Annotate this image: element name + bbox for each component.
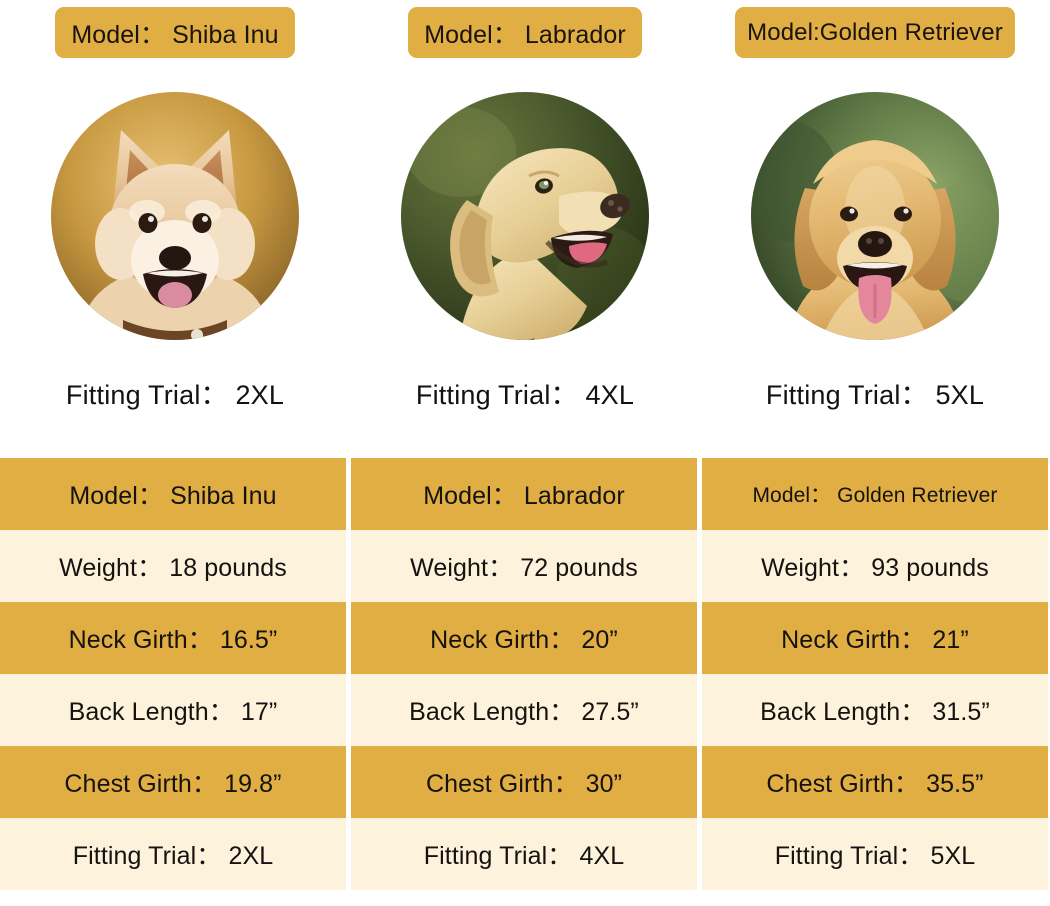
model-badge-row: Model： Shiba Inu Model： Labrador Model:G… [0, 0, 1050, 96]
photo-cell-golden-retriever [700, 92, 1050, 354]
photo-cell-labrador [350, 92, 700, 354]
spec-row-neck-girth: Neck Girth： 16.5” [0, 602, 346, 674]
shiba-inu-photo [51, 92, 299, 340]
spec-row-neck-girth: Neck Girth： 21” [702, 602, 1048, 674]
spec-row-model: Model： Golden Retriever [702, 458, 1048, 530]
spec-tables: Model： Shiba Inu Weight： 18 pounds Neck … [0, 458, 1050, 892]
model-badge-cell-3: Model:Golden Retriever [700, 0, 1050, 96]
spec-row-weight: Weight： 18 pounds [0, 530, 346, 602]
fitting-trial-caption-golden-retriever: Fitting Trial： 5XL [765, 379, 985, 410]
spec-row-model: Model： Shiba Inu [0, 458, 346, 530]
spec-row-weight: Weight： 72 pounds [351, 530, 697, 602]
fitting-trial-caption-shiba-inu: Fitting Trial： 2XL [65, 379, 285, 410]
model-badge-labrador: Model： Labrador [408, 7, 642, 58]
labrador-photo [401, 92, 649, 340]
spec-row-back-length: Back Length： 17” [0, 674, 346, 746]
spec-row-model: Model： Labrador [351, 458, 697, 530]
model-badge-golden-retriever: Model:Golden Retriever [735, 7, 1015, 58]
model-badge-shiba-inu: Model： Shiba Inu [55, 7, 295, 58]
spec-row-weight: Weight： 93 pounds [702, 530, 1048, 602]
spec-table-shiba-inu: Model： Shiba Inu Weight： 18 pounds Neck … [0, 458, 346, 892]
spec-row-back-length: Back Length： 27.5” [351, 674, 697, 746]
dog-photo-row [0, 92, 1050, 354]
spec-table-labrador: Model： Labrador Weight： 72 pounds Neck G… [351, 458, 697, 892]
model-badge-cell-1: Model： Shiba Inu [0, 0, 350, 96]
caption-cell-2: Fitting Trial： 4XL [350, 362, 700, 422]
spec-row-fitting-trial: Fitting Trial： 2XL [0, 818, 346, 890]
spec-row-chest-girth: Chest Girth： 30” [351, 746, 697, 818]
caption-cell-1: Fitting Trial： 2XL [0, 362, 350, 422]
spec-row-fitting-trial: Fitting Trial： 5XL [702, 818, 1048, 890]
caption-cell-3: Fitting Trial： 5XL [700, 362, 1050, 422]
fitting-trial-caption-row: Fitting Trial： 2XL Fitting Trial： 4XL Fi… [0, 362, 1050, 422]
golden-retriever-photo [751, 92, 999, 340]
fitting-trial-caption-labrador: Fitting Trial： 4XL [415, 379, 635, 410]
model-badge-cell-2: Model： Labrador [350, 0, 700, 96]
spec-row-chest-girth: Chest Girth： 35.5” [702, 746, 1048, 818]
spec-row-back-length: Back Length： 31.5” [702, 674, 1048, 746]
spec-row-chest-girth: Chest Girth： 19.8” [0, 746, 346, 818]
spec-row-fitting-trial: Fitting Trial： 4XL [351, 818, 697, 890]
spec-row-neck-girth: Neck Girth： 20” [351, 602, 697, 674]
spec-table-golden-retriever: Model： Golden Retriever Weight： 93 pound… [702, 458, 1048, 892]
photo-cell-shiba-inu [0, 92, 350, 354]
